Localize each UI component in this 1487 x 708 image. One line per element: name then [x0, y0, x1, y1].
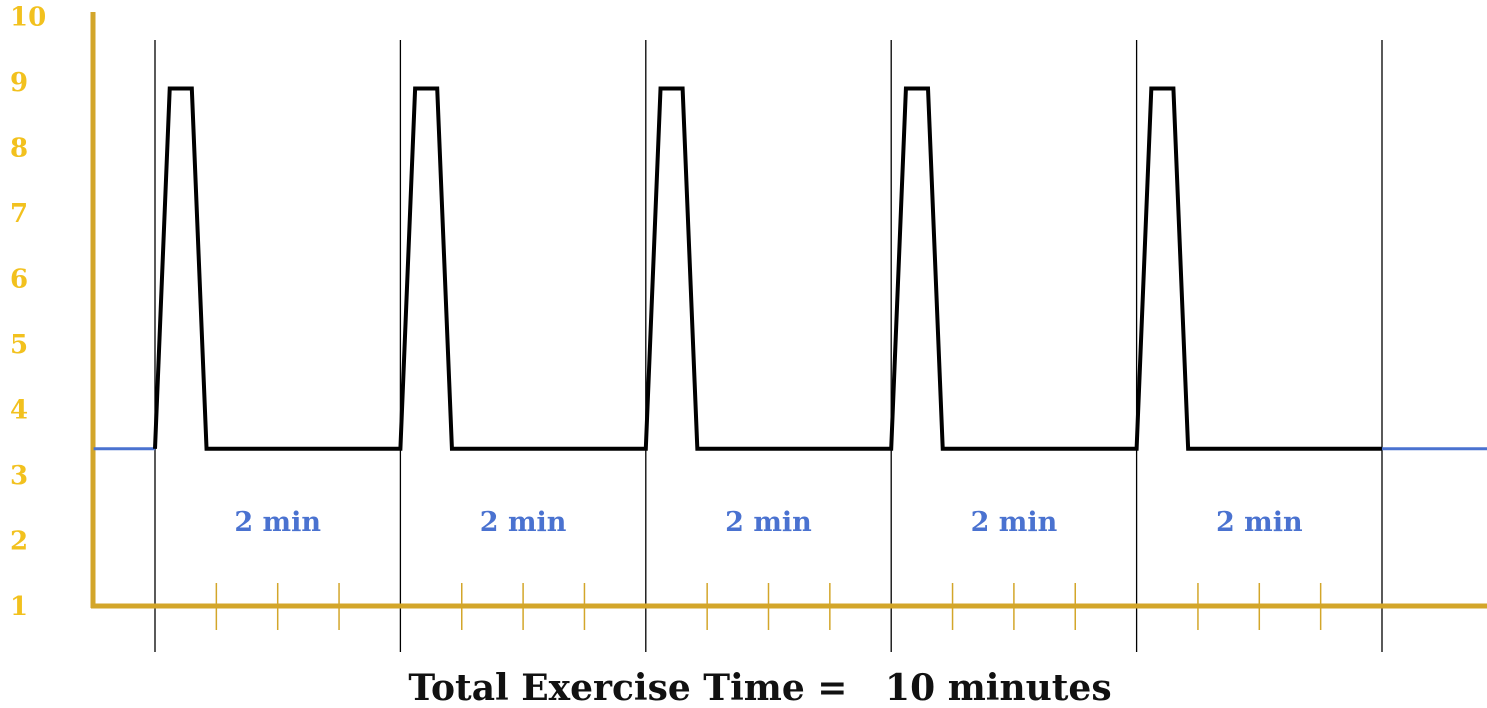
interval-label-2: 2 min — [480, 507, 567, 538]
y-tick-label-3: 3 — [10, 461, 28, 491]
y-tick-label-7: 7 — [10, 199, 28, 229]
series-lines — [93, 86, 1487, 451]
x-axis-label: Total Exercise Time = 10 minutes — [408, 667, 1111, 708]
interval-label-3: 2 min — [725, 507, 812, 538]
y-tick-labels: 1 2 3 4 5 6 7 8 9 10 — [10, 3, 46, 623]
interval-effort-line — [153, 86, 1382, 451]
interval-dividers — [154, 40, 1383, 652]
y-tick-label-10: 10 — [10, 3, 46, 33]
y-tick-label-9: 9 — [10, 68, 28, 98]
axes — [90, 12, 1487, 609]
y-tick-label-5: 5 — [10, 330, 28, 360]
y-tick-label-8: 8 — [10, 134, 28, 164]
interval-label-1: 2 min — [234, 507, 321, 538]
interval-label-5: 2 min — [1216, 507, 1303, 538]
y-tick-label-4: 4 — [10, 396, 28, 426]
y-tick-label-6: 6 — [10, 265, 28, 295]
interval-labels: 2 min 2 min 2 min 2 min 2 min — [234, 507, 1303, 538]
y-tick-label-1: 1 — [10, 592, 28, 622]
interval-label-4: 2 min — [971, 507, 1058, 538]
y-tick-label-2: 2 — [10, 527, 28, 557]
